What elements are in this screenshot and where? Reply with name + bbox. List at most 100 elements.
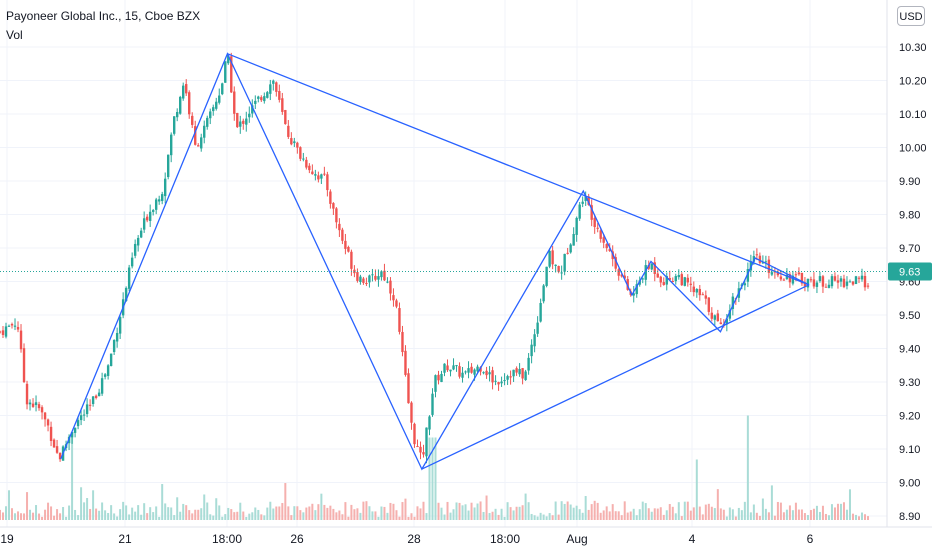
candle-body — [191, 115, 194, 125]
volume-bar — [98, 510, 101, 520]
volume-bar — [719, 508, 722, 520]
volume-bar — [362, 501, 365, 520]
candle-body — [782, 279, 786, 281]
candle-body — [317, 175, 320, 180]
volume-bar — [401, 502, 404, 520]
volume-bar — [662, 514, 665, 520]
candle-body — [124, 287, 128, 301]
volume-bar — [212, 515, 215, 520]
candle-body — [833, 276, 837, 281]
volume-bar — [758, 515, 761, 520]
candle-body — [154, 199, 158, 210]
candle-body — [692, 286, 695, 293]
volume-bar — [41, 516, 44, 520]
candle-body — [698, 288, 702, 296]
candle-body — [356, 272, 359, 281]
candle-body — [644, 265, 647, 280]
volume-bar — [128, 514, 131, 520]
volume-bar — [374, 511, 377, 520]
y-tick-label: 10.20 — [899, 76, 927, 88]
candle-body — [839, 278, 843, 282]
volume-bar — [851, 513, 854, 520]
volume-bar — [494, 508, 497, 520]
volume-bar — [125, 505, 128, 520]
volume-bar — [797, 509, 800, 520]
volume-bar — [845, 509, 848, 520]
candle-body — [91, 396, 95, 404]
y-tick-label: 10.00 — [899, 143, 927, 155]
candle-body — [344, 240, 347, 249]
volume-label[interactable]: Vol — [6, 28, 23, 42]
candle-body — [587, 196, 590, 205]
candle-body — [533, 334, 536, 347]
candle-body — [4, 326, 8, 337]
candle-body — [701, 294, 705, 296]
candle-body — [491, 370, 494, 383]
candle-body — [497, 382, 500, 385]
volume-bar — [479, 501, 482, 520]
volume-bar — [740, 510, 743, 520]
candle-body — [656, 273, 659, 278]
candle-body — [707, 297, 711, 312]
price-axis[interactable]: 10.3010.2010.1010.009.909.809.709.609.50… — [886, 0, 927, 527]
candle-body — [665, 276, 668, 285]
currency-button[interactable]: USD — [897, 6, 925, 26]
volume-bar — [788, 505, 791, 520]
candle-body — [1, 330, 5, 335]
candle-body — [836, 280, 840, 283]
candle-body — [314, 174, 317, 176]
volume-bar — [467, 510, 470, 520]
triangle-trend-line — [227, 53, 810, 286]
volume-bar — [584, 496, 587, 520]
candle-body — [215, 101, 218, 109]
candle-body — [374, 275, 377, 280]
volume-bar — [782, 512, 785, 520]
candle-body — [148, 211, 152, 221]
pattern-drawing[interactable] — [60, 52, 810, 471]
volume-bar — [728, 507, 731, 520]
candle-body — [551, 250, 554, 265]
volume-bar — [65, 516, 68, 520]
candle-body — [233, 91, 236, 114]
volume-bar — [227, 507, 230, 520]
volume-bar — [194, 509, 197, 520]
volume-bar — [68, 505, 71, 520]
volume-bar — [485, 495, 488, 520]
candle-body — [557, 266, 560, 272]
candle-body — [371, 274, 374, 276]
candle-body — [695, 289, 699, 293]
last-price-tag-bg — [888, 262, 932, 281]
candle-body — [200, 137, 203, 149]
symbol-title[interactable]: Payoneer Global Inc., 15, Cboe BZX — [6, 9, 201, 23]
volume-bar — [266, 507, 269, 520]
volume-bar — [251, 512, 254, 520]
last-price-value: 9.63 — [899, 266, 920, 278]
volume-bar — [563, 503, 566, 520]
volume-bar — [527, 502, 530, 520]
candle-body — [536, 322, 539, 334]
candle-body — [106, 365, 110, 376]
volume-bar — [17, 511, 20, 520]
candle-body — [731, 296, 735, 309]
candle-body — [515, 368, 518, 373]
volume-bar — [332, 508, 335, 520]
volume-bar — [644, 503, 647, 520]
candle-body — [272, 80, 275, 84]
volume-bar — [0, 509, 1, 520]
volume-bar — [26, 492, 29, 520]
volume-bar — [404, 498, 407, 520]
time-axis[interactable]: 19 21 18:00 26 28 18:00 Aug 4 6 — [0, 526, 932, 546]
y-tick-label: 9.40 — [899, 344, 920, 356]
candle-body — [416, 446, 419, 448]
volume-bar — [80, 487, 83, 520]
candle-body — [563, 253, 566, 272]
candle-body — [809, 279, 813, 281]
candle-body — [350, 251, 353, 269]
candle-body — [821, 276, 825, 287]
candle-body — [518, 368, 521, 375]
volume-bar — [341, 514, 344, 520]
candle-body — [410, 402, 413, 423]
candle-body — [653, 262, 656, 274]
candle-body — [773, 271, 777, 273]
